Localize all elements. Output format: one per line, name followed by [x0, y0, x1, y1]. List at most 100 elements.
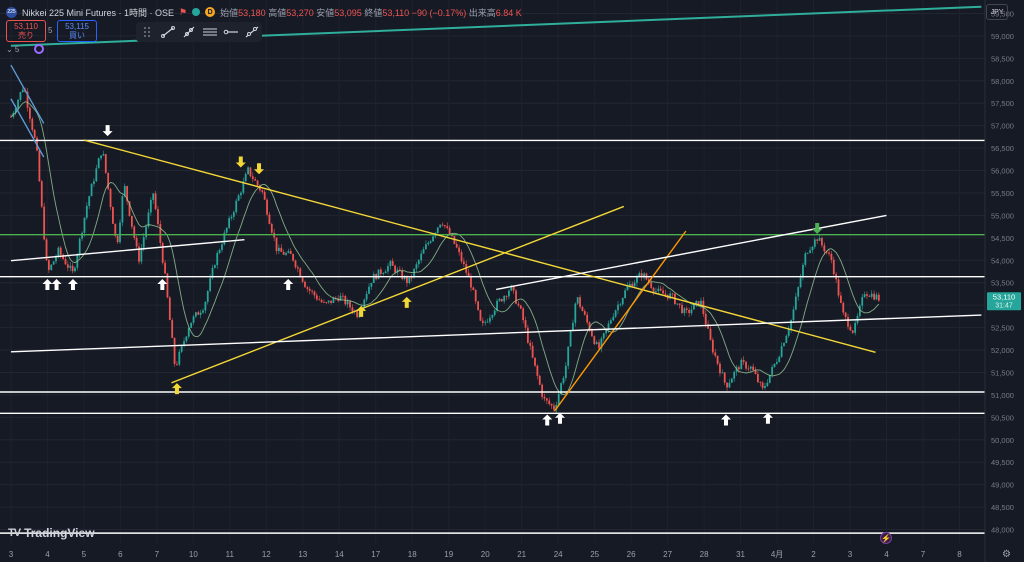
candle-body: [126, 186, 129, 202]
session-badge[interactable]: D: [205, 7, 216, 17]
buy-button[interactable]: 53,115 買い: [57, 20, 97, 42]
candle-body: [609, 320, 612, 324]
candle-body: [498, 298, 501, 301]
candle-body: [270, 223, 273, 233]
candle-body: [159, 224, 162, 244]
market-status-icon[interactable]: [192, 8, 201, 16]
candle-body: [57, 247, 60, 257]
candle-body: [251, 176, 254, 180]
horizontal-ray-tool-icon[interactable]: [222, 25, 240, 39]
candle-body: [439, 224, 442, 228]
candle-body: [55, 256, 57, 262]
arrow-marker-up: [67, 278, 78, 290]
time-tick-label: 17: [371, 550, 380, 559]
candle-body: [825, 251, 828, 253]
settings-gear-icon[interactable]: ⚙: [1002, 549, 1011, 560]
symbol-title[interactable]: Nikkei 225 Mini Futures · 1時間 · OSE: [22, 7, 175, 18]
candle-body: [640, 273, 643, 278]
candle-body: [313, 291, 316, 296]
candle-body: [149, 199, 152, 213]
candle-body: [828, 252, 830, 254]
extended-line-tool-icon[interactable]: [243, 25, 261, 39]
candle-body: [733, 371, 736, 379]
candle-body: [71, 265, 74, 272]
arrow-marker-up: [554, 412, 565, 424]
flag-icon[interactable]: ⚑: [179, 6, 188, 17]
candle-body: [138, 246, 140, 262]
trend-line: [10, 98, 45, 158]
candle-body: [232, 212, 235, 217]
candle-body: [757, 374, 759, 383]
candle-body: [370, 282, 373, 287]
candle-body: [282, 251, 285, 255]
candle-body: [462, 261, 465, 265]
candle-body: [240, 192, 242, 196]
time-tick-label: 13: [298, 550, 307, 559]
arrow-markers[interactable]: [42, 125, 823, 426]
volume-value: 6.84 K: [495, 7, 522, 18]
symbol-badge[interactable]: 225: [6, 6, 17, 18]
candle-body: [564, 365, 567, 379]
candle-body: [600, 338, 603, 349]
candle-body: [534, 357, 536, 366]
sell-button[interactable]: 53,110 売り: [6, 20, 46, 42]
candle-body: [560, 383, 562, 394]
candle-body: [522, 308, 525, 321]
candle-body: [723, 372, 726, 383]
candle-body: [624, 290, 627, 298]
price-tick-label: 48,000: [991, 526, 1014, 535]
arrow-marker-down: [812, 222, 823, 234]
trend-line-tool-icon[interactable]: [159, 25, 177, 39]
candle-body: [714, 352, 717, 356]
trend-line: [496, 214, 887, 291]
candle-body: [690, 309, 693, 314]
candle-body: [280, 247, 283, 252]
candle-body: [140, 247, 143, 262]
candle-body: [443, 225, 446, 227]
candle-body: [62, 254, 65, 259]
candle-body: [183, 341, 185, 346]
candle-body: [669, 293, 672, 299]
candle-body: [216, 252, 219, 266]
buy-price: 53,115: [65, 22, 89, 31]
candle-body: [166, 273, 169, 298]
candle-body: [607, 323, 610, 330]
candle-body: [470, 276, 472, 288]
candle-body: [526, 327, 529, 343]
candle-body: [489, 317, 491, 322]
candle-body: [97, 158, 100, 169]
candle-body: [342, 295, 344, 297]
tradingview-logo[interactable]: TV TradingView: [8, 526, 95, 540]
time-tick-label: 7: [155, 550, 160, 559]
candle-body: [26, 91, 29, 108]
candle-body: [662, 290, 664, 294]
ray-tool-icon[interactable]: [180, 25, 198, 39]
price-axis[interactable]: 48,000 48,500 49,000 49,500 50,000 50,500 51,0…: [984, 0, 1024, 562]
lightning-icon[interactable]: ⚡: [880, 532, 892, 544]
candle-body: [877, 294, 880, 301]
time-tick-label: 10: [189, 550, 198, 559]
drag-handle-icon[interactable]: [138, 25, 156, 39]
candle-body: [685, 308, 688, 310]
candle-body: [638, 273, 641, 277]
candle-body: [460, 252, 463, 262]
time-tick-label: 21: [517, 550, 526, 559]
candle-body: [628, 283, 631, 287]
candle-body: [799, 277, 802, 288]
indicator-icon[interactable]: [34, 44, 44, 54]
candle-body: [844, 312, 847, 317]
candle-body: [854, 322, 857, 333]
price-tick-label: 54,500: [991, 234, 1014, 243]
indicator-toggle[interactable]: ⌄ 5: [6, 45, 20, 54]
price-tick-label: 55,500: [991, 189, 1014, 198]
time-axis[interactable]: 3 4 5 6 7 10 11 12 13 14 17 18 19 20 21 24 25 26 27 28 31 4月 2…: [9, 550, 963, 559]
time-tick-label: 3: [848, 550, 853, 559]
parallel-channel-tool-icon[interactable]: [201, 25, 219, 39]
candle-body: [318, 299, 321, 301]
time-tick-label: 4月: [771, 550, 783, 559]
candle-body: [93, 181, 95, 184]
high-value: 53,270: [286, 7, 314, 18]
currency-button[interactable]: JPY: [986, 4, 1008, 20]
candle-body: [576, 297, 579, 304]
